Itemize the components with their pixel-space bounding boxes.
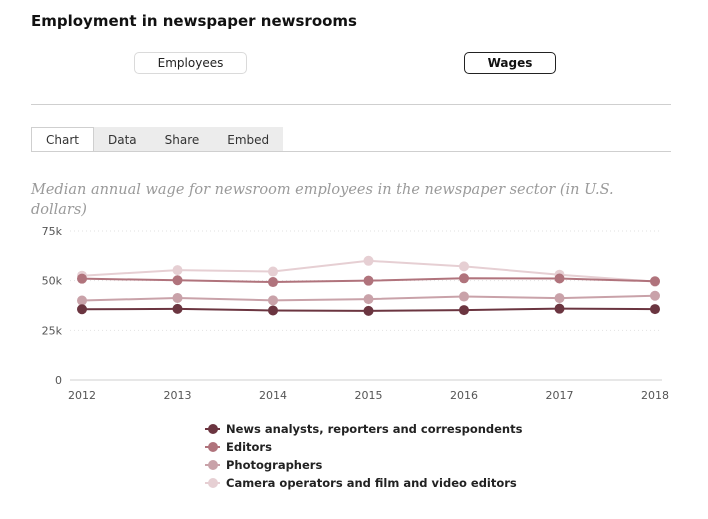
data-point: [363, 275, 374, 286]
tab-share[interactable]: Share: [150, 127, 214, 152]
tab-data[interactable]: Data: [93, 127, 151, 152]
chart-legend: News analysts, reporters and corresponde…: [205, 420, 522, 492]
y-tick-label: 0: [55, 374, 62, 387]
data-point: [650, 304, 660, 315]
data-point: [268, 295, 278, 306]
legend-label: Editors: [226, 440, 272, 454]
data-point: [363, 255, 374, 266]
data-point: [77, 304, 87, 315]
tab-underline: [31, 151, 671, 152]
x-tick-label: 2014: [259, 389, 287, 402]
data-point: [459, 305, 469, 316]
data-point: [363, 305, 374, 316]
data-point: [459, 291, 469, 302]
x-tick-label: 2012: [68, 389, 96, 402]
data-point: [554, 293, 565, 304]
legend-item: Photographers: [205, 456, 522, 474]
view-tabs: Chart Data Share Embed: [31, 127, 284, 152]
legend-item: Camera operators and film and video edit…: [205, 474, 522, 492]
legend-label: News analysts, reporters and corresponde…: [226, 422, 523, 436]
x-tick-label: 2018: [641, 389, 669, 402]
x-tick-label: 2016: [450, 389, 478, 402]
tab-chart[interactable]: Chart: [31, 127, 94, 152]
data-point: [459, 261, 469, 272]
data-point: [172, 265, 183, 276]
data-point: [459, 273, 469, 284]
wages-toggle-button[interactable]: Wages: [464, 52, 556, 74]
data-point: [77, 295, 87, 306]
x-tick-label: 2013: [164, 389, 192, 402]
legend-marker-icon: [205, 478, 220, 488]
data-point: [363, 294, 374, 305]
y-tick-label: 50k: [42, 275, 63, 288]
legend-marker-icon: [205, 442, 220, 452]
y-tick-label: 75k: [42, 225, 63, 238]
data-point: [650, 290, 660, 301]
legend-label: Photographers: [226, 458, 323, 472]
data-point: [268, 277, 278, 288]
data-point: [554, 303, 565, 314]
data-point: [77, 273, 87, 284]
employees-toggle-button[interactable]: Employees: [134, 52, 247, 74]
legend-label: Camera operators and film and video edit…: [226, 476, 517, 490]
y-tick-label: 25k: [42, 324, 63, 337]
legend-item: Editors: [205, 438, 522, 456]
section-divider: [31, 104, 671, 105]
tab-embed[interactable]: Embed: [213, 127, 284, 152]
page-title: Employment in newspaper newsrooms: [31, 12, 357, 30]
legend-marker-icon: [205, 424, 220, 434]
data-point: [554, 273, 565, 284]
data-point: [650, 276, 660, 287]
legend-item: News analysts, reporters and corresponde…: [205, 420, 522, 438]
data-point: [268, 266, 278, 277]
data-point: [172, 303, 183, 314]
chart-title: Median annual wage for newsroom employee…: [31, 182, 614, 218]
x-tick-label: 2015: [355, 389, 383, 402]
x-tick-label: 2017: [546, 389, 574, 402]
legend-marker-icon: [205, 460, 220, 470]
data-point: [172, 275, 183, 286]
data-point: [172, 292, 183, 303]
data-point: [268, 305, 278, 316]
